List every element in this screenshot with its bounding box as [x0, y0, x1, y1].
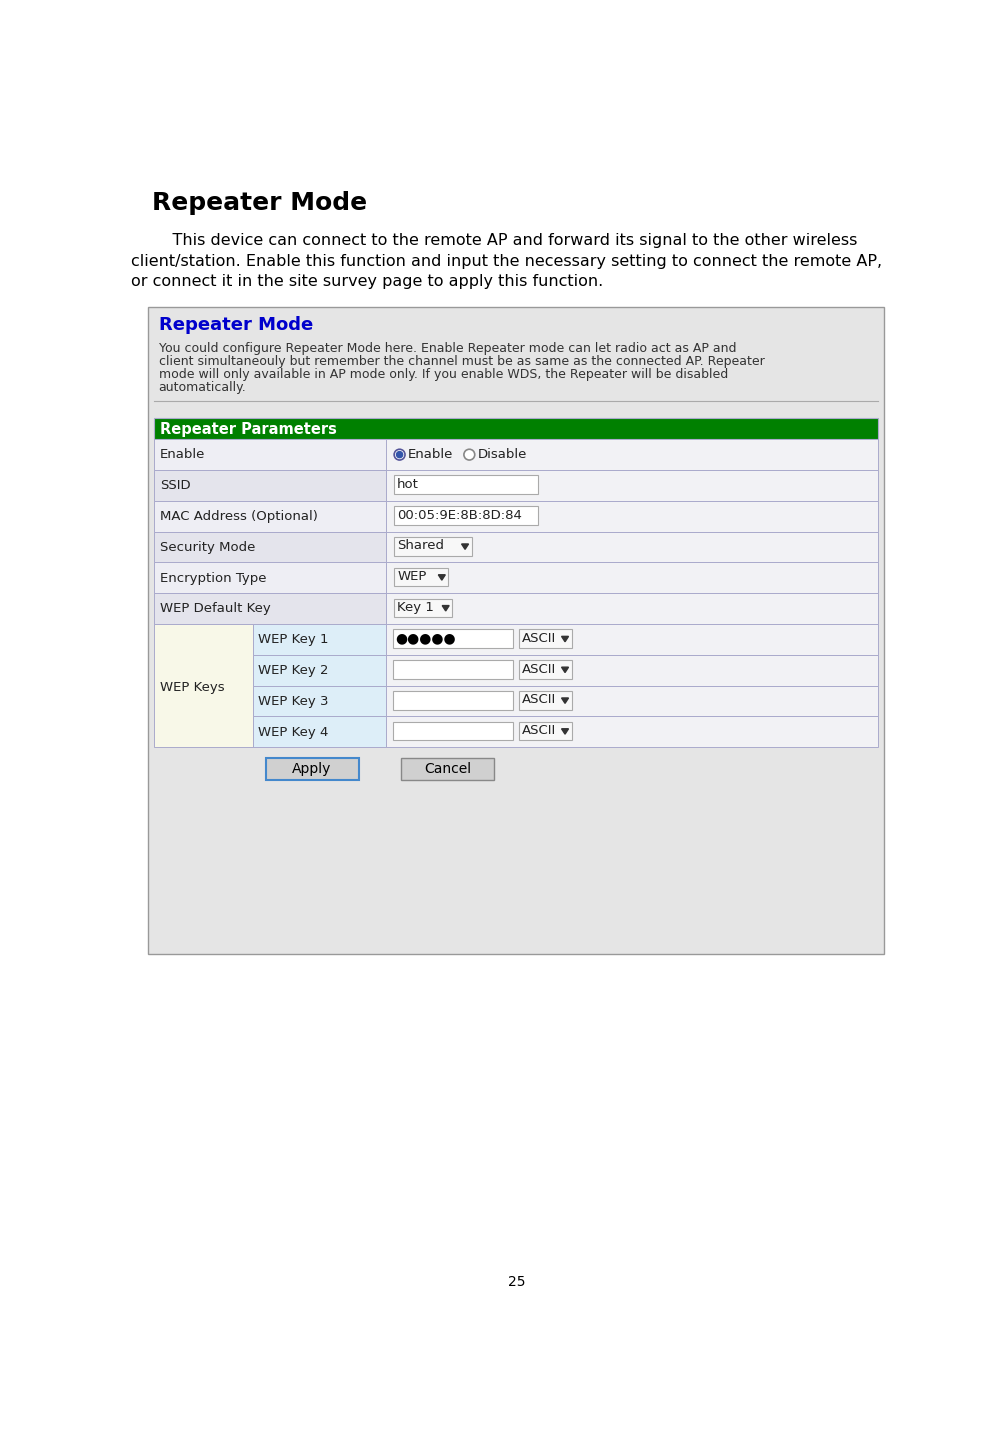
Bar — [394, 568, 449, 587]
Bar — [386, 655, 878, 686]
Text: Apply: Apply — [292, 761, 332, 776]
Bar — [386, 686, 878, 716]
Text: ASCII: ASCII — [522, 663, 556, 676]
Text: ASCII: ASCII — [522, 632, 556, 645]
Text: 00:05:9E:8B:8D:84: 00:05:9E:8B:8D:84 — [397, 509, 522, 522]
Bar — [394, 538, 472, 555]
Bar — [394, 506, 537, 525]
Text: Disable: Disable — [478, 449, 527, 462]
Text: SSID: SSID — [160, 479, 191, 493]
Bar — [386, 501, 878, 532]
Circle shape — [396, 452, 402, 458]
Text: WEP Keys: WEP Keys — [160, 681, 225, 695]
Text: Cancel: Cancel — [424, 761, 471, 776]
Polygon shape — [438, 575, 446, 580]
Bar — [519, 660, 572, 679]
Text: WEP: WEP — [397, 570, 426, 583]
Bar — [253, 686, 386, 716]
Bar — [386, 593, 878, 623]
Circle shape — [394, 449, 405, 461]
Bar — [519, 692, 572, 709]
Text: Repeater Parameters: Repeater Parameters — [160, 423, 337, 437]
Text: client/station. Enable this function and input the necessary setting to connect : client/station. Enable this function and… — [131, 254, 882, 269]
Bar — [386, 532, 878, 562]
Polygon shape — [561, 667, 569, 673]
Bar — [386, 623, 878, 655]
Polygon shape — [561, 636, 569, 642]
Bar — [154, 469, 386, 501]
Bar — [392, 722, 513, 741]
Text: client simultaneouly but remember the channel must be as same as the connected A: client simultaneouly but remember the ch… — [158, 356, 764, 368]
Text: Enable: Enable — [408, 449, 454, 462]
Text: This device can connect to the remote AP and forward its signal to the other wir: This device can connect to the remote AP… — [152, 232, 858, 248]
Bar — [154, 623, 253, 747]
Bar — [394, 599, 453, 618]
Bar — [519, 629, 572, 648]
Text: or connect it in the site survey page to apply this function.: or connect it in the site survey page to… — [131, 275, 603, 289]
Text: Repeater Mode: Repeater Mode — [158, 317, 312, 334]
Polygon shape — [561, 697, 569, 703]
Text: Shared: Shared — [397, 539, 445, 552]
Bar — [154, 562, 386, 593]
Text: ASCII: ASCII — [522, 693, 556, 706]
Bar — [154, 439, 386, 469]
Circle shape — [464, 449, 475, 461]
Bar — [265, 758, 359, 780]
Bar — [394, 475, 537, 494]
Bar — [386, 469, 878, 501]
Text: WEP Key 3: WEP Key 3 — [258, 695, 329, 708]
Bar — [392, 660, 513, 679]
Bar — [386, 716, 878, 747]
Text: Security Mode: Security Mode — [160, 541, 255, 554]
Text: mode will only available in AP mode only. If you enable WDS, the Repeater will b: mode will only available in AP mode only… — [158, 369, 728, 381]
Text: Encryption Type: Encryption Type — [160, 571, 266, 584]
Bar — [392, 629, 513, 648]
Polygon shape — [561, 729, 569, 734]
Bar — [154, 532, 386, 562]
Text: MAC Address (Optional): MAC Address (Optional) — [160, 510, 318, 523]
Polygon shape — [443, 606, 450, 610]
Text: WEP Key 4: WEP Key 4 — [258, 725, 329, 738]
Bar — [253, 655, 386, 686]
Bar — [253, 623, 386, 655]
Bar — [519, 722, 572, 741]
Text: You could configure Repeater Mode here. Enable Repeater mode can let radio act a: You could configure Repeater Mode here. … — [158, 343, 736, 355]
Bar — [392, 692, 513, 709]
Bar — [154, 417, 878, 439]
Bar — [401, 758, 494, 780]
Text: 25: 25 — [508, 1276, 525, 1289]
Polygon shape — [462, 543, 469, 549]
Bar — [253, 716, 386, 747]
Text: ASCII: ASCII — [522, 724, 556, 737]
Text: hot: hot — [397, 478, 419, 491]
Text: Repeater Mode: Repeater Mode — [152, 192, 368, 215]
Text: ●●●●●: ●●●●● — [396, 632, 457, 645]
Bar — [154, 593, 386, 623]
Text: WEP Default Key: WEP Default Key — [160, 603, 271, 616]
Bar — [154, 501, 386, 532]
Text: Enable: Enable — [160, 449, 206, 462]
Text: Key 1: Key 1 — [397, 602, 434, 615]
Text: WEP Key 1: WEP Key 1 — [258, 634, 329, 647]
Text: WEP Key 2: WEP Key 2 — [258, 664, 329, 677]
Text: automatically.: automatically. — [158, 382, 246, 395]
Bar — [386, 562, 878, 593]
Bar — [148, 307, 884, 953]
Bar — [386, 439, 878, 469]
